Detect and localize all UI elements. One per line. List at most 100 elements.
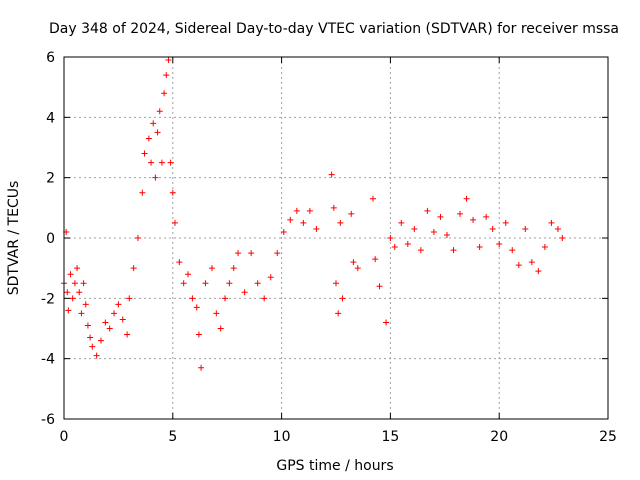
- data-point: [554, 225, 561, 232]
- data-point: [78, 310, 85, 317]
- grid: [64, 57, 608, 419]
- data-point: [417, 247, 424, 254]
- data-point: [383, 319, 390, 326]
- data-point: [559, 235, 566, 241]
- data-point: [450, 247, 457, 254]
- data-point: [274, 250, 281, 257]
- data-point: [150, 120, 157, 127]
- y-axis-label: SDTVAR / TECUs: [6, 181, 22, 296]
- data-point: [76, 289, 83, 296]
- data-point: [161, 90, 168, 97]
- y-tick-label: -4: [41, 352, 55, 368]
- data-point: [145, 135, 152, 142]
- data-point: [180, 280, 187, 287]
- data-point: [148, 159, 155, 166]
- data-point: [126, 295, 133, 302]
- y-tick-label: 4: [46, 110, 55, 126]
- data-point: [348, 210, 355, 217]
- data-point: [335, 310, 342, 317]
- data-point: [67, 271, 74, 278]
- data-point: [293, 207, 300, 214]
- data-point: [528, 259, 535, 266]
- data-point: [124, 331, 131, 338]
- data-point: [376, 283, 383, 290]
- y-tick-label: 0: [46, 231, 55, 247]
- data-point: [115, 301, 122, 308]
- data-point: [437, 213, 444, 220]
- data-point: [176, 259, 183, 266]
- data-point: [163, 72, 170, 79]
- x-tick-label: 15: [381, 429, 399, 445]
- data-point: [248, 250, 255, 257]
- data-point: [330, 204, 337, 211]
- data-point: [111, 310, 118, 317]
- data-point: [522, 225, 529, 232]
- data-point: [154, 129, 161, 136]
- data-point: [354, 265, 361, 272]
- data-point: [411, 225, 418, 232]
- data-point: [235, 250, 242, 257]
- data-point: [515, 262, 522, 269]
- data-series: [61, 57, 566, 371]
- data-point: [313, 225, 320, 232]
- data-point: [80, 280, 87, 287]
- data-point: [119, 316, 126, 323]
- plot-frame: [63, 56, 609, 420]
- data-point: [93, 352, 100, 359]
- y-tick-label: 2: [46, 171, 55, 187]
- data-point: [202, 280, 209, 287]
- data-point: [64, 289, 71, 296]
- y-tick-label: -2: [41, 291, 55, 307]
- data-point: [372, 256, 379, 263]
- data-point: [548, 219, 555, 226]
- data-point: [130, 265, 137, 272]
- data-point: [261, 295, 268, 302]
- data-point: [333, 280, 339, 287]
- data-point: [185, 271, 192, 278]
- data-point: [189, 295, 196, 302]
- data-point: [280, 228, 287, 235]
- data-point: [139, 189, 146, 196]
- data-point: [193, 304, 200, 311]
- data-point: [267, 274, 274, 281]
- series-sdtvar: [61, 57, 566, 371]
- data-point: [213, 310, 220, 317]
- data-point: [424, 207, 431, 214]
- data-point: [222, 295, 229, 302]
- data-point: [254, 280, 261, 287]
- data-point: [156, 108, 163, 115]
- data-point: [97, 337, 104, 344]
- data-point: [369, 195, 376, 202]
- data-point: [195, 331, 202, 338]
- data-point: [102, 319, 109, 326]
- data-point: [430, 228, 437, 235]
- data-point: [169, 189, 176, 196]
- data-point: [337, 219, 344, 226]
- x-tick-label: 20: [490, 429, 508, 445]
- data-point: [404, 241, 411, 248]
- data-point: [509, 247, 516, 254]
- data-point: [287, 216, 294, 223]
- data-point: [89, 343, 96, 350]
- data-point: [350, 259, 357, 266]
- data-point: [483, 213, 490, 220]
- data-point: [398, 219, 405, 226]
- data-point: [339, 295, 346, 302]
- data-point: [65, 307, 72, 314]
- data-point: [300, 219, 307, 226]
- data-point: [496, 241, 503, 248]
- data-point: [134, 235, 141, 241]
- data-point: [391, 244, 398, 251]
- y-tick-label: -6: [41, 412, 55, 428]
- data-point: [457, 210, 464, 217]
- x-tick-label: 0: [60, 429, 69, 445]
- data-point: [502, 219, 509, 226]
- data-point: [443, 231, 450, 238]
- data-point: [198, 364, 205, 371]
- x-axis-label: GPS time / hours: [276, 458, 393, 474]
- data-point: [158, 159, 165, 166]
- data-point: [171, 219, 178, 226]
- data-point: [74, 265, 81, 272]
- axis-ticks: 0 5 10 15 20 25 -6 -4 -2 0 2 4 6: [41, 50, 617, 445]
